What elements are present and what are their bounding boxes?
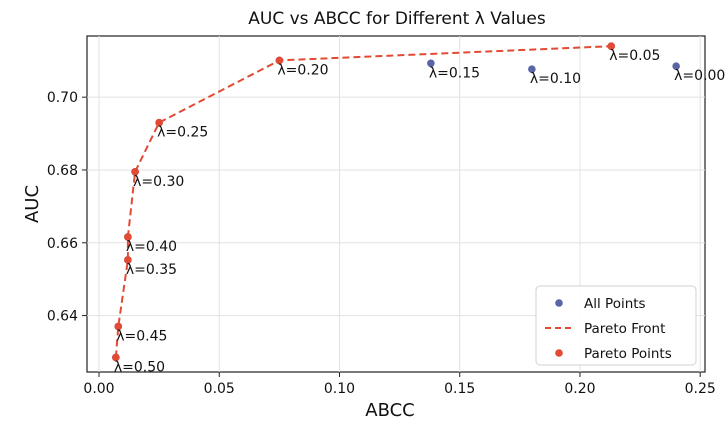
- y-axis-ticks: 0.64 0.66 0.68 0.70: [47, 90, 87, 325]
- legend-label-all-points: All Points: [584, 296, 646, 312]
- chart-title: AUC vs ABCC for Different λ Values: [248, 9, 546, 29]
- pareto-point-marker: [155, 118, 163, 127]
- point-label: λ=0.45: [116, 328, 167, 344]
- legend-marker-all-points: [555, 299, 563, 307]
- point-label: λ=0.05: [609, 48, 660, 64]
- y-tick-label: 0.66: [47, 236, 78, 252]
- x-tick-label: 0.25: [685, 381, 716, 397]
- pareto-point-marker: [607, 42, 616, 50]
- point-label: λ=0.20: [277, 62, 328, 78]
- grid-lines: [87, 36, 705, 372]
- legend-marker-pareto-points: [555, 349, 563, 357]
- legend-label-pareto-points: Pareto Points: [584, 346, 672, 362]
- x-tick-label: 0.00: [83, 381, 114, 397]
- pareto-front-line: [114, 45, 612, 358]
- x-axis-ticks: 0.00 0.05 0.10 0.15 0.20 0.25: [83, 372, 716, 397]
- legend-box: [535, 285, 697, 366]
- pareto-point-marker: [124, 233, 132, 241]
- point-label: λ=0.30: [133, 174, 184, 190]
- pareto-point-marker: [124, 256, 132, 264]
- all-points-marker: [528, 65, 536, 73]
- all-points-marker: [427, 59, 435, 68]
- x-axis-label: ABCC: [365, 400, 414, 421]
- point-layer: [112, 42, 680, 362]
- all-points-marker: [672, 62, 680, 71]
- y-tick-label: 0.70: [47, 90, 78, 106]
- legend: All Points Pareto Front Pareto Points: [535, 285, 697, 366]
- point-label: λ=0.10: [530, 71, 581, 87]
- pareto-point-marker: [131, 167, 139, 176]
- point-label: λ=0.50: [114, 359, 165, 375]
- x-tick-label: 0.15: [444, 381, 475, 397]
- point-label: λ=0.35: [126, 262, 177, 278]
- legend-label-pareto-front: Pareto Front: [584, 321, 665, 337]
- point-label: λ=0.15: [429, 65, 480, 81]
- y-axis-label: AUC: [22, 185, 43, 223]
- y-tick-label: 0.64: [47, 309, 78, 325]
- y-tick-label: 0.68: [47, 163, 78, 179]
- x-tick-label: 0.20: [564, 381, 595, 397]
- pareto-front-line-layer: [114, 45, 612, 358]
- pareto-point-marker: [112, 353, 120, 362]
- x-tick-label: 0.10: [324, 381, 355, 397]
- pareto-point-marker: [114, 322, 123, 331]
- pareto-point-marker: [275, 56, 284, 65]
- x-tick-label: 0.05: [204, 381, 235, 397]
- point-label: λ=0.00: [674, 68, 725, 84]
- point-label: λ=0.40: [126, 239, 177, 255]
- point-label-layer: λ=0.00 λ=0.05 λ=0.10 λ=0.15 λ=0.20 λ=0.25 λ=0.…: [114, 48, 725, 375]
- point-label: λ=0.25: [157, 125, 208, 141]
